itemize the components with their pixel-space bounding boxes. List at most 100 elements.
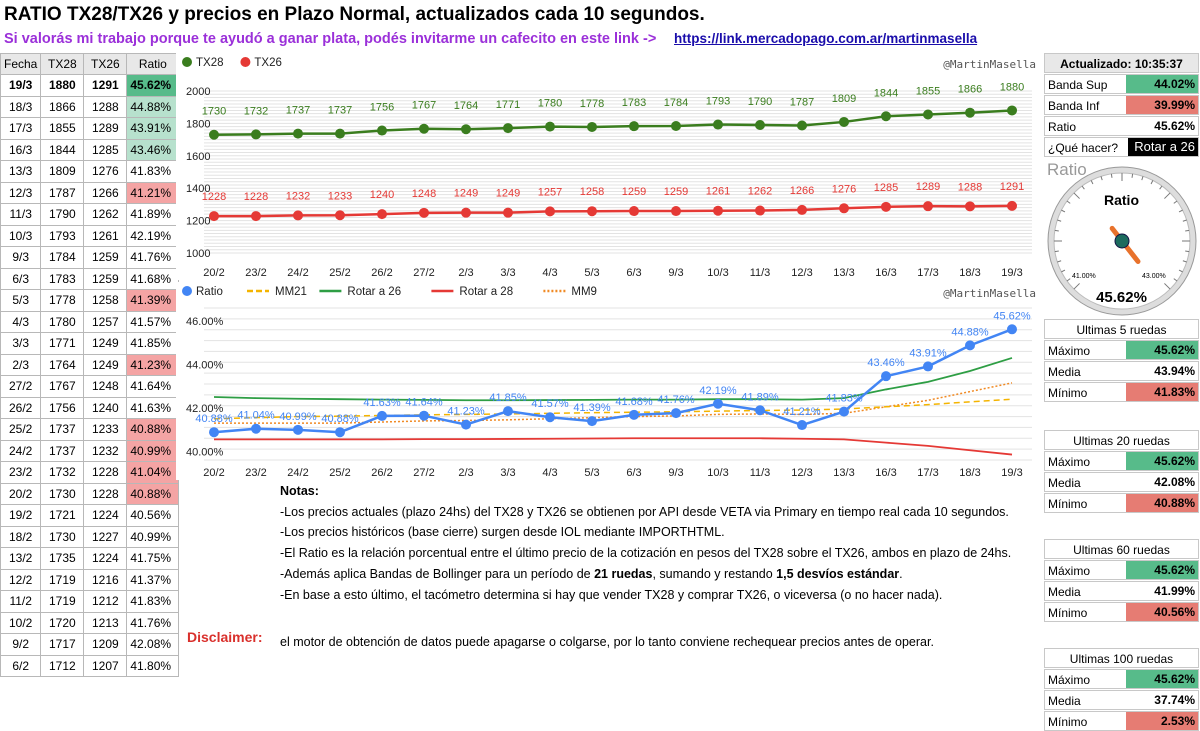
data-point <box>755 205 765 216</box>
cell-tx26: 1249 <box>83 353 128 376</box>
gauge-title: Ratio <box>1047 160 1087 179</box>
cell-tx26: 1261 <box>83 224 128 247</box>
cell-fecha: 10/3 <box>0 224 42 247</box>
data-label: 43.46% <box>867 357 905 369</box>
donation-link[interactable]: https://link.mercadopago.com.ar/martinma… <box>674 31 978 46</box>
legend-item-tx28: TX28 <box>182 57 224 69</box>
cell-ratio: 41.64% <box>126 375 180 398</box>
x-tick-label: 5/3 <box>584 267 599 279</box>
stats-media-label: Media <box>1048 476 1081 490</box>
stats-max-label: Máximo <box>1048 455 1091 469</box>
y-tick-label: 1400 <box>186 183 210 195</box>
data-label: 1784 <box>664 97 688 109</box>
que-hacer-label: ¿Qué hacer? <box>1048 141 1119 155</box>
gauge-inner-title: Ratio <box>1104 192 1139 208</box>
data-label: 1756 <box>370 102 394 114</box>
data-label: 41.68% <box>615 396 653 408</box>
data-point <box>797 120 807 131</box>
table-row: 25/2 1737 1233 40.88% <box>0 418 180 441</box>
stats-media-value: 37.74% <box>1154 693 1195 707</box>
cell-ratio: 42.19% <box>126 224 180 247</box>
note-line-1: -Los precios actuales (plazo 24hs) del T… <box>280 504 1009 519</box>
cell-tx28: 1784 <box>40 246 85 269</box>
data-point <box>923 201 933 212</box>
cell-fecha: 19/2 <box>0 504 42 527</box>
data-point <box>335 210 345 221</box>
banda-inf-row: Banda Inf 39.99% <box>1044 95 1199 115</box>
data-point <box>839 116 849 127</box>
cell-tx28: 1730 <box>40 482 85 505</box>
y-tick-label: 40.00% <box>186 446 224 458</box>
cell-tx28: 1778 <box>40 289 85 312</box>
table-row: 26/2 1756 1240 41.63% <box>0 396 180 419</box>
svg-text:Ratio: Ratio <box>196 286 223 298</box>
table-row: 24/2 1737 1232 40.99% <box>0 439 180 462</box>
cell-ratio: 40.99% <box>126 439 180 462</box>
cell-fecha: 13/2 <box>0 547 42 570</box>
cell-fecha: 5/3 <box>0 289 42 312</box>
donation-message: Si valorás mi trabajo porque te ayudó a … <box>4 31 657 47</box>
table-row: 27/2 1767 1248 41.64% <box>0 375 180 398</box>
stats-max-value: 45.62% <box>1154 343 1195 357</box>
stats-media-value: 41.99% <box>1154 584 1195 598</box>
series-line-mm21 <box>213 398 1013 420</box>
cell-fecha: 13/3 <box>0 160 42 183</box>
table-row: 19/3 1880 1291 45.62% <box>0 74 180 97</box>
data-point <box>671 120 681 131</box>
x-tick-label: 13/3 <box>833 267 854 279</box>
cell-tx26: 1289 <box>83 117 128 140</box>
cell-fecha: 3/3 <box>0 332 42 355</box>
data-label: 40.88% <box>195 413 233 425</box>
cell-tx28: 1771 <box>40 332 85 355</box>
cell-tx28: 1735 <box>40 547 85 570</box>
cell-tx26: 1285 <box>83 138 128 161</box>
data-point <box>335 128 345 139</box>
stats-max-row: Máximo 45.62% <box>1044 560 1199 580</box>
table-row: 10/3 1793 1261 42.19% <box>0 224 180 247</box>
cell-tx28: 1732 <box>40 461 85 484</box>
data-label: 1261 <box>706 186 730 198</box>
data-point <box>503 207 513 218</box>
data-label: 44.88% <box>951 326 989 338</box>
data-point <box>377 410 387 421</box>
data-point <box>377 125 387 136</box>
cell-tx28: 1787 <box>40 181 85 204</box>
table-header-row: Fecha TX28 TX26 Ratio <box>0 53 180 75</box>
cell-ratio: 41.21% <box>126 181 180 204</box>
data-point <box>923 361 933 372</box>
cell-ratio: 41.68% <box>126 267 180 290</box>
notes: Notas: -Los precios actuales (plazo 24hs… <box>280 481 1011 605</box>
cell-ratio: 41.83% <box>126 160 180 183</box>
cell-fecha: 19/3 <box>0 74 42 97</box>
table-row: 16/3 1844 1285 43.46% <box>0 138 180 161</box>
cell-tx26: 1216 <box>83 568 128 591</box>
cell-tx26: 1224 <box>83 547 128 570</box>
x-tick-label: 16/3 <box>875 467 896 479</box>
cell-fecha: 27/2 <box>0 375 42 398</box>
cell-ratio: 45.62% <box>126 74 180 97</box>
data-label: 1787 <box>790 97 814 109</box>
table-row: 11/2 1719 1212 41.83% <box>0 590 180 613</box>
ratio-gauge: Ratio Ratio 41.00% 43.00% 45.62% <box>1044 158 1199 318</box>
cell-tx26: 1291 <box>83 74 128 97</box>
cell-tx26: 1262 <box>83 203 128 226</box>
x-tick-label: 11/3 <box>750 467 771 479</box>
stats-min-label: Mínimo <box>1048 497 1088 511</box>
banda-inf-label: Banda Inf <box>1048 99 1100 113</box>
cell-fecha: 18/2 <box>0 525 42 548</box>
x-tick-label: 25/2 <box>329 267 350 279</box>
cell-ratio: 41.37% <box>126 568 180 591</box>
stats-max-value: 45.62% <box>1154 454 1195 468</box>
cell-tx28: 1712 <box>40 654 85 677</box>
stats-title: Ultimas 100 ruedas <box>1044 648 1199 668</box>
cell-tx26: 1248 <box>83 375 128 398</box>
x-tick-label: 24/2 <box>287 467 308 479</box>
data-label: 1737 <box>328 105 352 117</box>
cell-tx28: 1719 <box>40 568 85 591</box>
stats-min-label: Mínimo <box>1048 606 1088 620</box>
y-tick-label: 46.00% <box>186 316 224 328</box>
page-title: RATIO TX28/TX26 y precios en Plazo Norma… <box>4 4 705 25</box>
banda-sup-value: 44.02% <box>1154 77 1195 91</box>
x-tick-label: 4/3 <box>542 467 557 479</box>
stats-max-value: 45.62% <box>1154 672 1195 686</box>
